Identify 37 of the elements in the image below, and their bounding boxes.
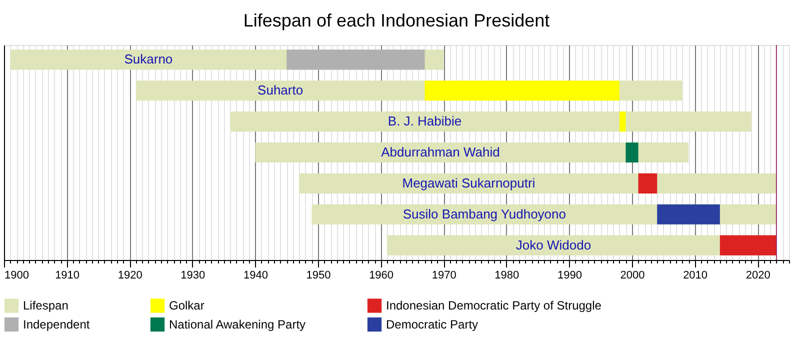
x-tick-label: 1910 bbox=[55, 270, 80, 282]
y-tick-label: Susilo Bambang Yudhoyono bbox=[402, 206, 566, 222]
y-tick-label: Suharto bbox=[258, 82, 304, 98]
x-tick-label: 2000 bbox=[620, 270, 645, 282]
legend-label: Independent bbox=[23, 318, 90, 332]
bar bbox=[619, 112, 626, 132]
bar bbox=[286, 50, 425, 70]
y-tick-label: B. J. Habibie bbox=[388, 114, 462, 129]
x-tick-label: 1970 bbox=[432, 270, 456, 282]
x-tick-label: 1900 bbox=[4, 270, 29, 282]
bar bbox=[424, 80, 620, 101]
bar bbox=[255, 142, 689, 163]
x-tick-label: 1980 bbox=[494, 270, 520, 282]
x-tick-label: 2010 bbox=[683, 270, 708, 282]
x-tick-label: 1960 bbox=[369, 270, 394, 282]
legend-label: Democratic Party bbox=[386, 318, 478, 332]
bar bbox=[299, 173, 776, 194]
bar bbox=[720, 235, 776, 256]
x-tick-label: 1950 bbox=[306, 270, 331, 282]
y-tick-label: Joko Widodo bbox=[516, 237, 592, 252]
legend-label: National Awakening Party bbox=[169, 318, 306, 332]
chart-title: Lifespan of each Indonesian President bbox=[243, 10, 550, 30]
bar bbox=[638, 173, 658, 194]
legend-label: Golkar bbox=[169, 298, 204, 313]
legend-label: Lifespan bbox=[23, 298, 68, 313]
x-tick-label: 1920 bbox=[118, 270, 142, 282]
x-tick-label: 1930 bbox=[180, 270, 206, 282]
y-tick-label: Abdurrahman Wahid bbox=[381, 144, 500, 160]
x-tick-label: 2020 bbox=[746, 270, 770, 282]
bar bbox=[230, 112, 752, 132]
legend-label: Indonesian Democratic Party of Struggle bbox=[386, 298, 602, 313]
x-tick-label: 1940 bbox=[243, 270, 268, 282]
y-tick-label: Megawati Sukarnoputri bbox=[402, 175, 536, 190]
y-tick-label: Sukarno bbox=[124, 52, 173, 67]
bar bbox=[657, 204, 720, 224]
x-tick-label: 1990 bbox=[557, 270, 582, 282]
bar bbox=[626, 142, 638, 163]
